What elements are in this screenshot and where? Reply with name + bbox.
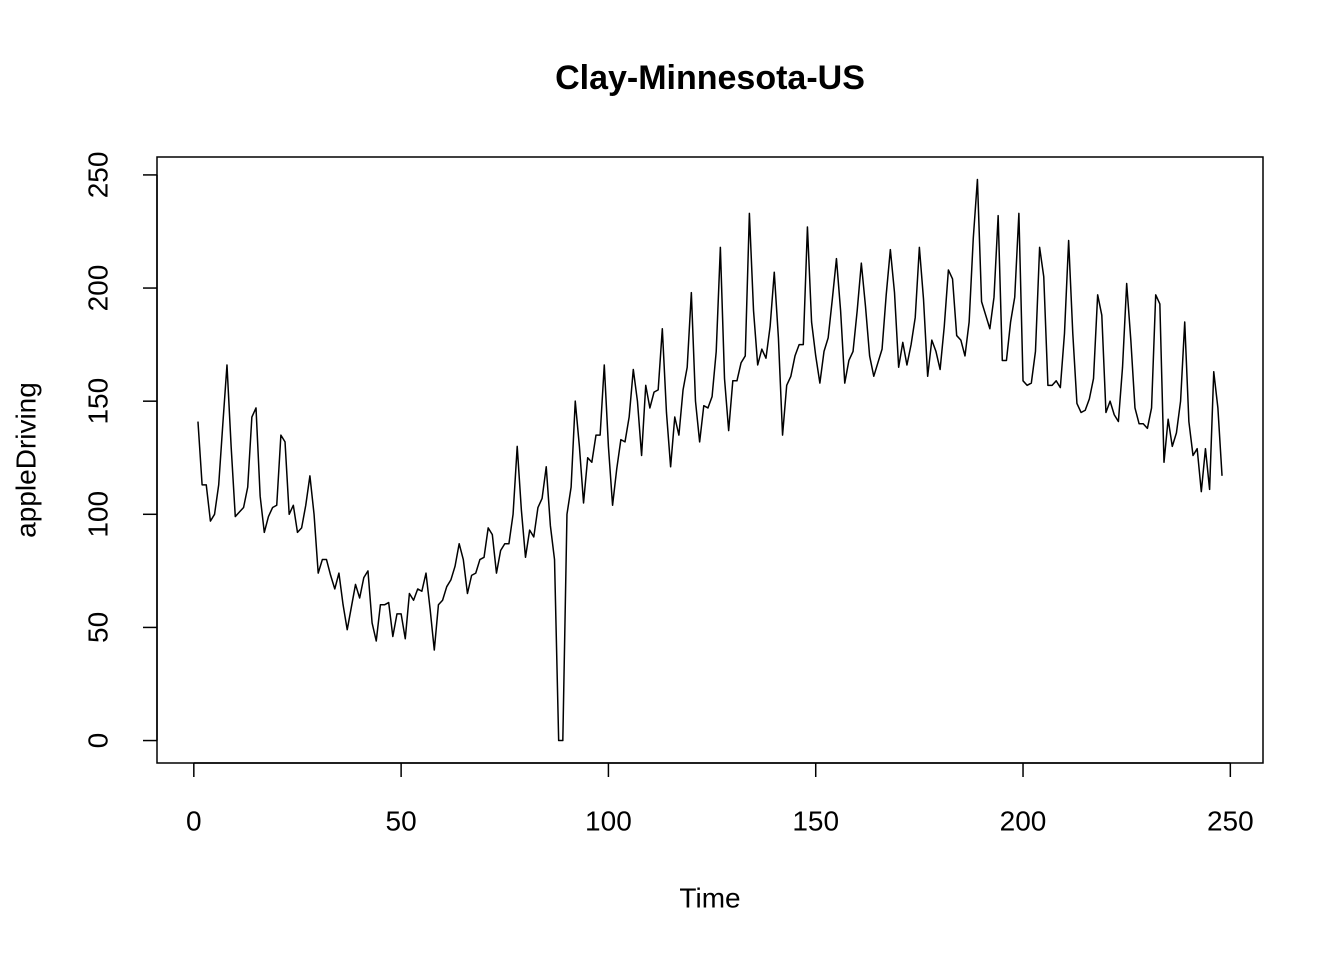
y-tick-label: 150 [82, 378, 113, 425]
x-tick-label: 100 [585, 805, 632, 836]
y-tick-label: 200 [82, 265, 113, 312]
y-tick-label: 100 [82, 491, 113, 538]
data-line [197, 178, 1223, 742]
y-axis-title: appleDriving [10, 382, 41, 538]
x-tick-label: 250 [1207, 805, 1254, 836]
x-axis-title: Time [679, 882, 740, 913]
plot-frame [156, 156, 1264, 764]
x-tick-label: 150 [792, 805, 839, 836]
y-tick-label: 50 [82, 612, 113, 643]
chart-title: Clay-Minnesota-US [555, 59, 865, 97]
x-tick-label: 200 [1000, 805, 1047, 836]
x-tick-label: 0 [186, 805, 202, 836]
x-tick-label: 50 [386, 805, 417, 836]
y-tick-label: 0 [82, 733, 113, 749]
y-tick-label: 250 [82, 152, 113, 199]
